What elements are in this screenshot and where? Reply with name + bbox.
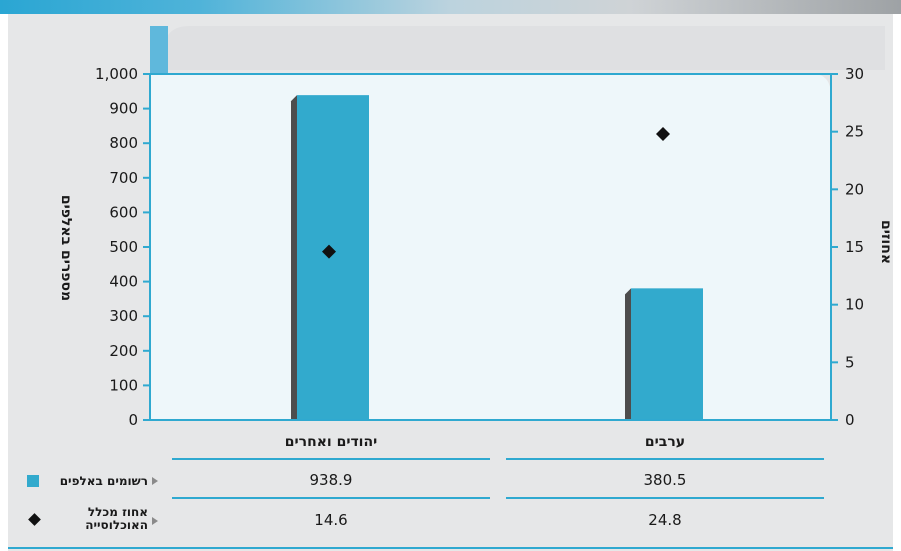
table-cell-registered-arabs: 380.5 bbox=[643, 471, 687, 489]
y-tick-label-left: 800 bbox=[109, 134, 138, 152]
plot-header-tab bbox=[165, 26, 885, 70]
y-tick-label-left: 400 bbox=[109, 273, 138, 291]
plot-area bbox=[150, 74, 831, 420]
y-tick-label-left: 300 bbox=[109, 307, 138, 325]
legend-label-percent-line2: האוכלוסייה bbox=[85, 518, 148, 532]
row-marker-arrow-icon bbox=[152, 517, 158, 525]
scatter-point bbox=[322, 244, 336, 259]
table-cell-percent-jews: 14.6 bbox=[314, 511, 348, 529]
y-tick-label-right: 0 bbox=[845, 411, 855, 429]
y-tick-label-left: 900 bbox=[109, 100, 138, 118]
y-tick-label-right: 25 bbox=[845, 123, 864, 141]
bar bbox=[297, 95, 369, 421]
y-tick-label-right: 5 bbox=[845, 353, 855, 371]
y-tick-label-left: 600 bbox=[109, 203, 138, 221]
y-tick-label-right: 10 bbox=[845, 296, 864, 314]
y-tick-label-left: 0 bbox=[128, 411, 138, 429]
y-tick-label-left: 1,000 bbox=[95, 65, 138, 83]
square-swatch-icon bbox=[27, 475, 39, 487]
table-rule-col1-top bbox=[172, 458, 490, 460]
y-tick-label-right: 15 bbox=[845, 238, 864, 256]
table-rule-col1-mid bbox=[172, 497, 490, 499]
table-cell-registered-jews: 938.9 bbox=[309, 471, 353, 489]
y-tick-label-left: 700 bbox=[109, 169, 138, 187]
y-axis-title-right: אחוזים bbox=[878, 220, 894, 264]
bar-shadow bbox=[291, 95, 297, 421]
table-cell-percent-arabs: 24.8 bbox=[648, 511, 682, 529]
y-tick-label-right: 20 bbox=[845, 180, 864, 198]
scatter-point bbox=[656, 126, 670, 141]
top-accent-bar bbox=[0, 0, 901, 14]
legend-label-percent-line1: אחוז מכלל bbox=[87, 505, 148, 519]
y-tick-label-left: 200 bbox=[109, 342, 138, 360]
bottom-rule bbox=[8, 547, 893, 549]
category-label-jews: יהודים ואחרים bbox=[284, 434, 378, 450]
category-label-arabs: ערבים bbox=[644, 434, 686, 450]
y-tick-label-left: 500 bbox=[109, 238, 138, 256]
y-tick-label-right: 30 bbox=[845, 65, 864, 83]
table-rule-col2-mid bbox=[506, 497, 824, 499]
bar-shadow bbox=[625, 288, 631, 420]
bar bbox=[631, 288, 703, 420]
legend-label-registered: רשומים באלפים bbox=[59, 474, 148, 488]
y-tick-label-left: 100 bbox=[109, 376, 138, 394]
table-rule-col2-top bbox=[506, 458, 824, 460]
y-axis-title-left: מספרים באלפים bbox=[58, 195, 74, 301]
row-marker-arrow-icon bbox=[152, 477, 158, 485]
plot-header-accent bbox=[150, 26, 168, 74]
